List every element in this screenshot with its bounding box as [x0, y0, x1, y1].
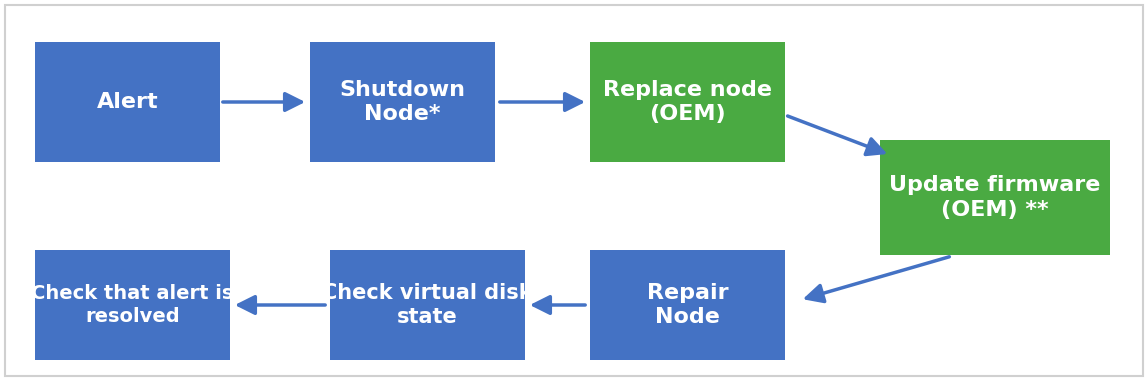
Text: Update firmware
(OEM) **: Update firmware (OEM) ** — [890, 175, 1101, 220]
Text: Shutdown
Node*: Shutdown Node* — [340, 80, 465, 125]
Text: Alert: Alert — [96, 92, 158, 112]
FancyBboxPatch shape — [590, 42, 785, 162]
Text: Repair
Node: Repair Node — [646, 283, 728, 327]
FancyBboxPatch shape — [881, 140, 1110, 255]
FancyBboxPatch shape — [329, 250, 525, 360]
Text: Check virtual disk
state: Check virtual disk state — [323, 283, 533, 327]
Text: Replace node
(OEM): Replace node (OEM) — [603, 80, 771, 125]
FancyBboxPatch shape — [34, 42, 220, 162]
FancyBboxPatch shape — [590, 250, 785, 360]
Text: Check that alert is
resolved: Check that alert is resolved — [31, 284, 234, 326]
FancyBboxPatch shape — [310, 42, 495, 162]
FancyBboxPatch shape — [34, 250, 230, 360]
